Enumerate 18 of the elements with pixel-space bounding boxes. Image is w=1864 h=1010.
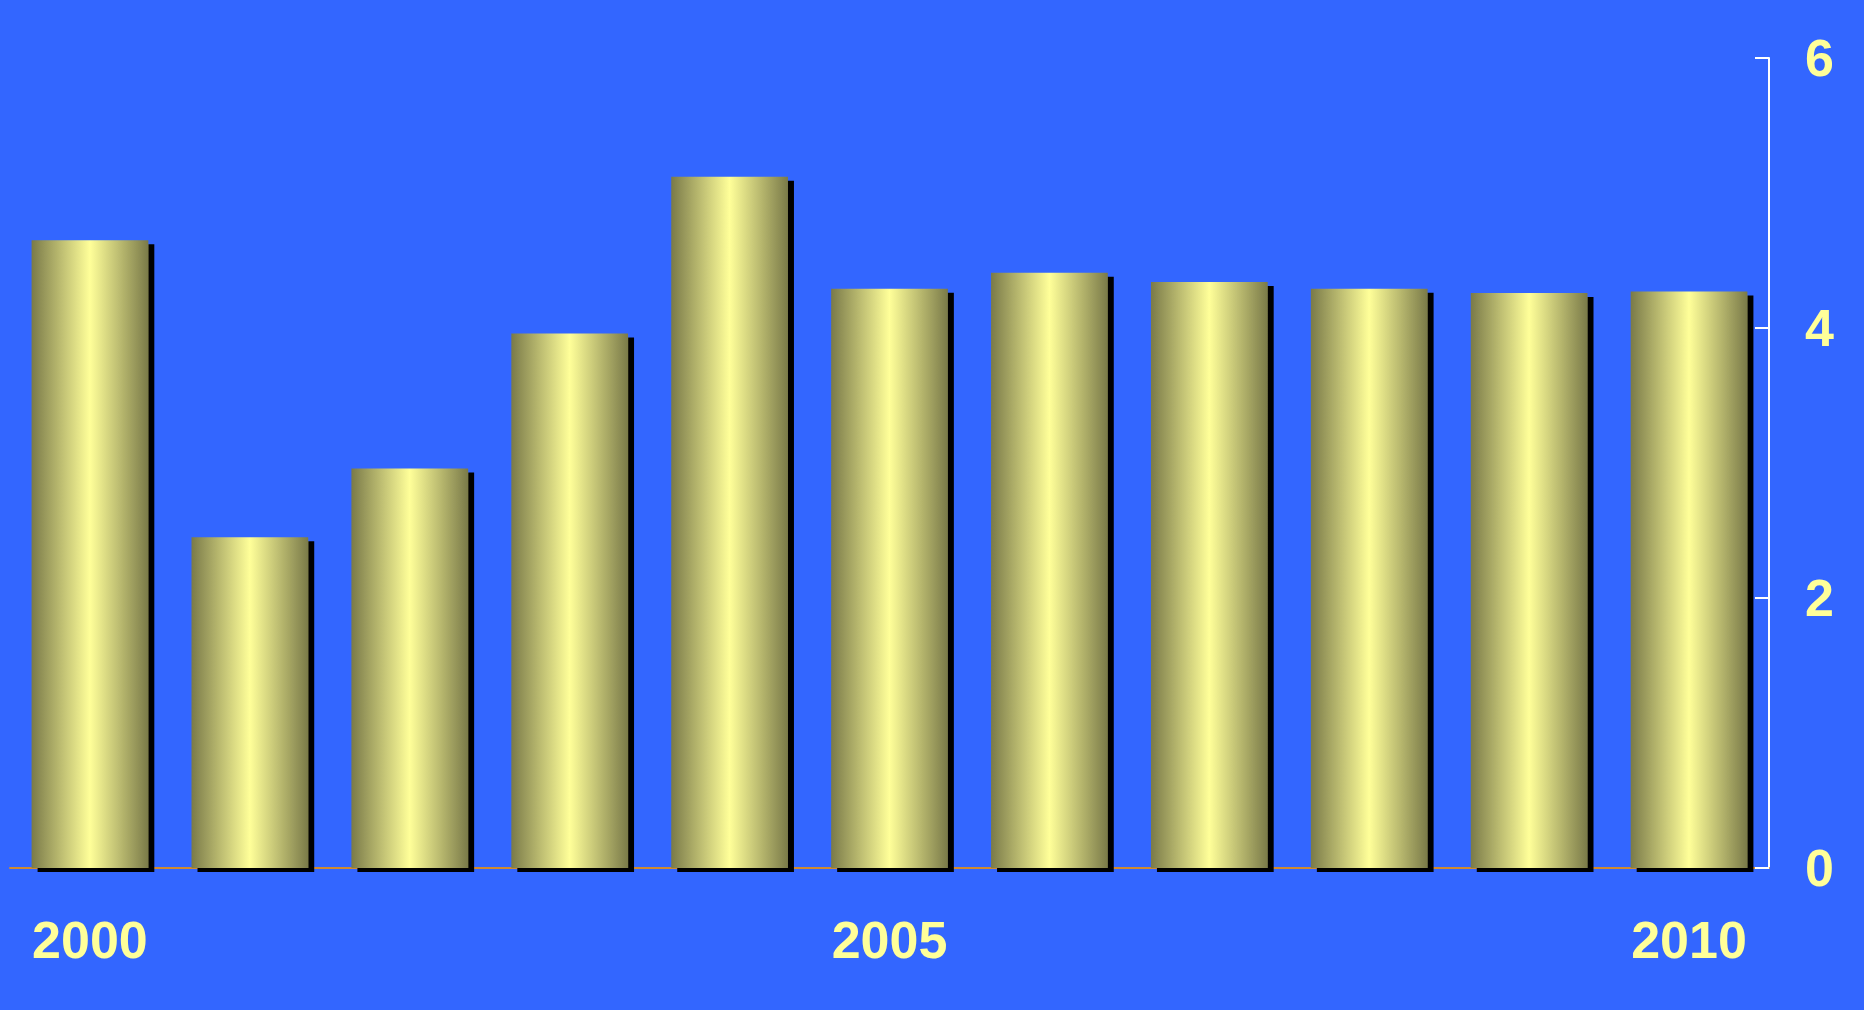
bar (511, 333, 629, 868)
x-tick-label: 2005 (831, 911, 948, 969)
y-tick-label: 0 (1805, 839, 1834, 897)
bar (991, 272, 1108, 868)
bar (1630, 291, 1748, 868)
x-tick-label: 2010 (1631, 911, 1747, 969)
y-tick-label: 4 (1805, 299, 1834, 357)
bar (831, 288, 948, 868)
bar (351, 468, 469, 868)
x-tick-label: 2000 (32, 911, 148, 969)
bar (31, 240, 149, 868)
y-tick-label: 6 (1805, 29, 1834, 87)
bar (1470, 292, 1588, 868)
bar (671, 176, 788, 868)
y-tick-label: 2 (1805, 569, 1834, 627)
bar (1150, 282, 1268, 868)
bar (191, 537, 309, 868)
bar (1310, 288, 1428, 868)
